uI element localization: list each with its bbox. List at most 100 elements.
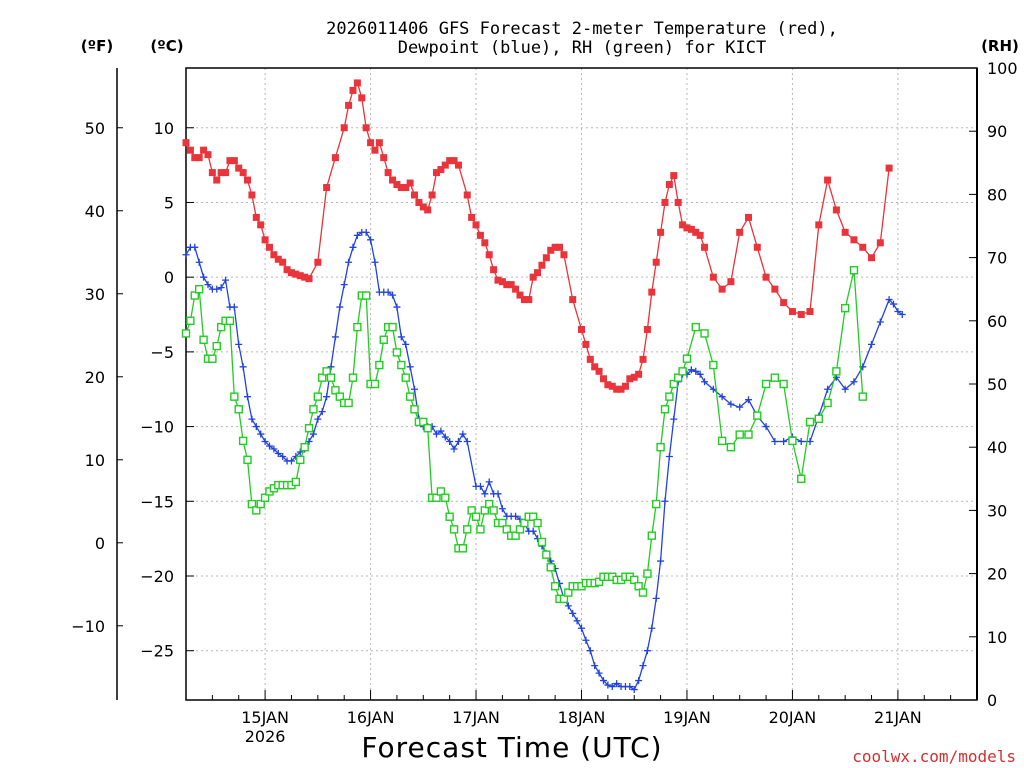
temperature-point — [665, 181, 673, 189]
temperature-point — [265, 243, 273, 251]
temperature-point — [709, 273, 717, 281]
rh-point — [735, 430, 744, 439]
temperature-point — [182, 139, 190, 147]
fahrenheit-tick-label: 30 — [85, 285, 105, 304]
rh-point — [682, 354, 692, 363]
rh-point — [840, 303, 850, 313]
dewpoint-point — [806, 438, 814, 446]
dewpoint-point — [222, 276, 230, 284]
dewpoint-point — [670, 415, 678, 423]
temperature-point — [270, 251, 278, 259]
temperature-point — [507, 281, 515, 289]
rh-point — [260, 493, 270, 502]
temperature-point — [437, 166, 445, 174]
temperature-point — [674, 198, 682, 206]
rh-point — [476, 525, 485, 534]
temperature-point — [643, 325, 651, 333]
dewpoint-point — [336, 303, 344, 311]
dewpoint-point — [261, 438, 269, 446]
rh-point — [326, 373, 336, 382]
x-tick-label: 19JAN — [663, 708, 711, 727]
rh-point — [537, 537, 547, 547]
dewpoint-point — [340, 281, 348, 289]
celsius-tick-label: 10 — [154, 119, 174, 138]
dewpoint-point — [687, 366, 695, 374]
dewpoint-point — [498, 505, 506, 513]
temperature-point — [463, 191, 471, 199]
rh-point — [832, 367, 841, 376]
rh-point — [502, 525, 511, 534]
dewpoint-point — [191, 243, 199, 251]
rh-point — [546, 563, 555, 572]
temperature-point — [481, 239, 489, 247]
fahrenheit-tick-label: 40 — [85, 202, 105, 221]
rh-tick-label: 20 — [987, 565, 1007, 584]
rh-point — [550, 582, 560, 591]
rh-point — [296, 455, 305, 465]
temperature-point — [301, 273, 309, 281]
temperature-point — [406, 179, 414, 187]
dewpoint-point — [841, 385, 849, 393]
dewpoint-point — [643, 647, 651, 655]
dewpoint-point — [239, 363, 247, 371]
temperature-point — [244, 176, 252, 184]
rh-point — [335, 392, 345, 401]
dewpoint-point — [780, 438, 788, 446]
dewpoint-point — [696, 370, 704, 378]
temperature-point — [551, 243, 559, 251]
dewpoint-point — [648, 624, 656, 632]
dewpoint-point — [613, 680, 621, 688]
rh-point — [463, 525, 472, 534]
dewpoint-point — [824, 385, 832, 393]
temperature-point — [824, 176, 832, 184]
rh-tick-label: 40 — [987, 438, 1007, 457]
dewpoint-point — [389, 291, 397, 299]
temperature-point — [208, 169, 216, 177]
temperature-point — [314, 258, 322, 266]
rh-point — [665, 392, 674, 401]
dewpoint-point — [582, 636, 590, 644]
rh-point — [849, 266, 859, 275]
dewpoint-point — [244, 393, 252, 401]
rh-point — [805, 417, 815, 427]
dewpoint-point — [287, 457, 295, 465]
temperature-point — [411, 191, 419, 199]
celsius-tick-label: 0 — [164, 268, 174, 287]
dewpoint-point — [630, 686, 638, 694]
temperature-point — [213, 176, 221, 184]
temperature-point — [402, 184, 410, 192]
temperature-point — [621, 382, 629, 390]
dewpoint-point — [230, 303, 238, 311]
temperature-point — [186, 146, 194, 154]
dewpoint-point — [446, 438, 454, 446]
temperature-point — [345, 101, 353, 109]
rh-point — [344, 398, 353, 408]
axes: 1050−5−10−15−20−2550403020100−1010090807… — [71, 59, 1017, 746]
temperature-point — [868, 254, 876, 262]
rh-point — [744, 430, 753, 439]
temperature-point — [859, 243, 867, 251]
rh-point — [788, 436, 797, 446]
dewpoint-point — [564, 602, 572, 610]
rh-point — [304, 424, 314, 433]
fahrenheit-tick-label: 20 — [85, 368, 105, 387]
dewpoint-point — [736, 403, 744, 411]
rh-series — [181, 266, 867, 604]
x-tick-label: 16JAN — [347, 708, 395, 727]
rh-point — [630, 575, 639, 585]
temperature-point — [296, 272, 304, 280]
dewpoint-point — [481, 490, 489, 498]
rh-point — [449, 525, 459, 534]
dewpoint-point — [718, 393, 726, 401]
dewpoint-point — [450, 445, 458, 453]
rh-tick-label: 90 — [987, 122, 1007, 141]
temperature-point — [498, 278, 506, 286]
rh-point — [375, 360, 384, 370]
rh-point — [656, 443, 665, 452]
temperature-point — [200, 146, 208, 154]
rh-point — [405, 392, 415, 401]
dewpoint-point — [876, 318, 884, 326]
temperature-point — [525, 296, 533, 304]
temperature-line — [185, 81, 890, 390]
dewpoint-point — [323, 393, 331, 401]
